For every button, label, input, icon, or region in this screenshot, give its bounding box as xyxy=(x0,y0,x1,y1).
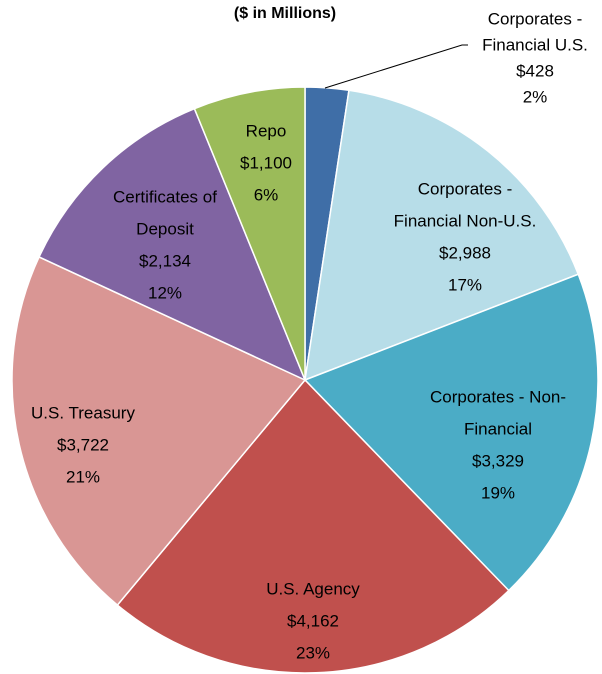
pie-slice xyxy=(11,255,307,607)
pie-slice xyxy=(304,89,580,382)
chart-subtitle: ($ in Millions) xyxy=(234,5,336,22)
percent-label: 6% xyxy=(254,185,279,204)
slice-label: U.S. Treasury xyxy=(31,403,135,422)
slice-label: Corporates - xyxy=(418,179,512,198)
value-label: $2,988 xyxy=(439,243,491,262)
slice-label: U.S. Agency xyxy=(266,579,360,598)
value-label: $1,100 xyxy=(240,153,292,172)
percent-label: 2% xyxy=(523,87,548,106)
value-label: $3,722 xyxy=(57,435,109,454)
slice-label: Financial xyxy=(464,419,532,438)
percent-label: 21% xyxy=(66,467,100,486)
pie-slice xyxy=(38,107,307,382)
slice-label: Certificates of xyxy=(113,187,217,206)
value-label: $4,162 xyxy=(287,611,339,630)
slice-label: Financial Non-U.S. xyxy=(394,211,537,230)
value-label: $428 xyxy=(516,61,554,80)
slice-label: Financial U.S. xyxy=(482,35,588,54)
value-label: $2,134 xyxy=(139,251,191,270)
pie-slice xyxy=(193,86,306,381)
pie-slice xyxy=(303,273,599,592)
slice-label: Corporates - xyxy=(488,9,582,28)
pie-slice xyxy=(116,378,510,674)
slice-label: Repo xyxy=(246,121,287,140)
slice-label: Corporates - Non- xyxy=(430,387,566,406)
leader-line xyxy=(324,44,468,89)
percent-label: 19% xyxy=(481,483,515,502)
percent-label: 23% xyxy=(296,643,330,662)
slice-label: Deposit xyxy=(136,219,194,238)
value-label: $3,329 xyxy=(472,451,524,470)
percent-label: 12% xyxy=(148,283,182,302)
percent-label: 17% xyxy=(448,275,482,294)
